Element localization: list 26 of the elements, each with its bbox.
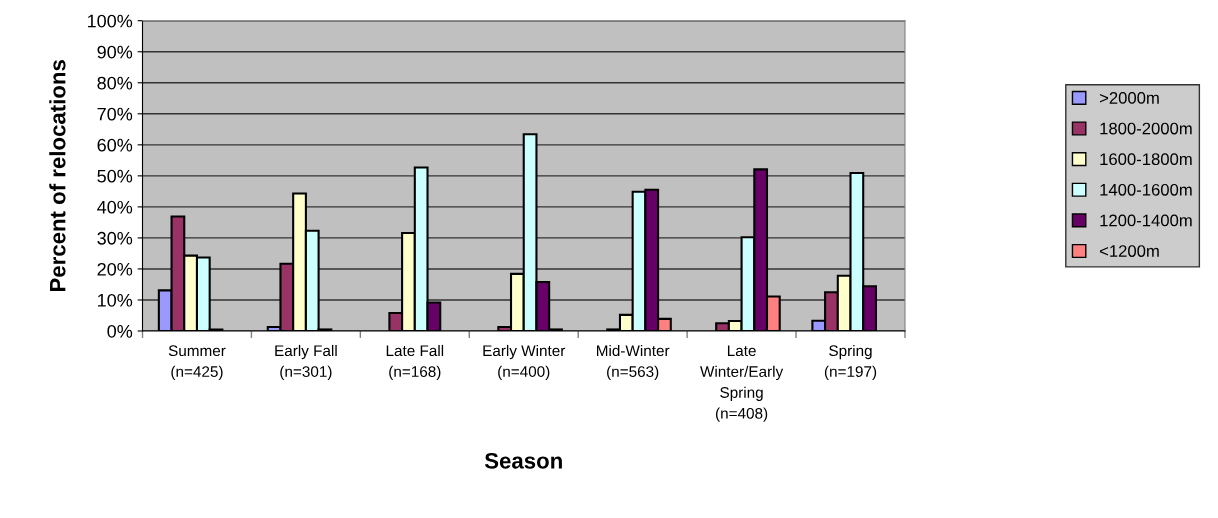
y-tick-label: 80% bbox=[97, 76, 133, 90]
x-tick-label: Spring (n=197) bbox=[824, 344, 877, 381]
x-tick-label: Late Fall (n=168) bbox=[386, 344, 444, 381]
y-tick-label: 40% bbox=[97, 200, 133, 214]
y-tick-label: 0% bbox=[107, 324, 133, 338]
y-tick-label: 20% bbox=[97, 262, 133, 276]
legend-label: 1800-2000m bbox=[1100, 122, 1192, 135]
x-tick-label: Mid-Winter (n=563) bbox=[597, 344, 670, 381]
y-tick-label: 50% bbox=[97, 169, 133, 183]
y-tick-label: 10% bbox=[98, 293, 133, 307]
x-axis-title: Season bbox=[484, 452, 562, 469]
x-tick-label: Early Fall (n=301) bbox=[275, 344, 337, 381]
x-tick-label: Summer (n=425) bbox=[168, 345, 226, 381]
y-axis-title: Percent of relocations bbox=[49, 60, 66, 292]
x-tick-label: Late Winter/Early Spring (n=408) bbox=[700, 345, 784, 422]
x-tick-label: Early Winter (n=400) bbox=[483, 344, 566, 381]
legend-label: 1400-1600m bbox=[1100, 183, 1192, 196]
legend-label: >2000m bbox=[1099, 92, 1159, 104]
y-tick-label: 30% bbox=[97, 231, 133, 245]
y-tick-label: 70% bbox=[97, 107, 133, 121]
legend-label: 1600-1800m bbox=[1100, 153, 1192, 166]
y-tick-label: 90% bbox=[97, 45, 133, 59]
legend-label: 1200-1400m bbox=[1100, 214, 1192, 227]
y-tick-label: 100% bbox=[87, 14, 133, 28]
legend-label: <1200m bbox=[1099, 245, 1159, 257]
y-tick-label: 60% bbox=[97, 138, 133, 152]
